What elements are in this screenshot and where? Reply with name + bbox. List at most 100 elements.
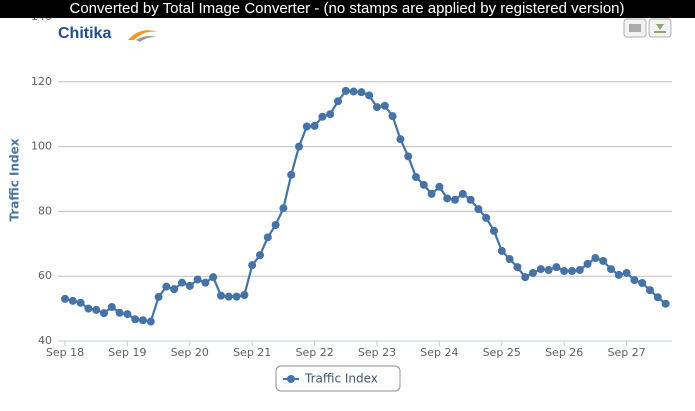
point (178, 278, 186, 287)
point (653, 293, 662, 302)
point (100, 309, 108, 318)
point (162, 282, 171, 291)
x-tick-label: Sep 23 (358, 346, 396, 359)
point (536, 265, 545, 274)
point (451, 195, 459, 204)
point (209, 273, 218, 282)
point (622, 268, 631, 277)
point (154, 292, 163, 301)
legend-symbol (287, 375, 295, 383)
point (638, 279, 647, 288)
point (357, 88, 366, 97)
point (630, 276, 639, 285)
point (490, 226, 498, 235)
point (599, 256, 608, 265)
point (287, 170, 296, 179)
point (240, 290, 249, 299)
point (170, 285, 179, 294)
point (256, 251, 264, 260)
point (349, 87, 358, 96)
point (568, 267, 576, 276)
x-tick-label: Sep 24 (420, 346, 458, 359)
x-tick-label: Sep 26 (545, 346, 583, 359)
point (482, 213, 491, 222)
logo-swoosh (136, 36, 156, 42)
point (443, 194, 452, 203)
y-tick-label: 80 (38, 204, 52, 217)
point (123, 310, 132, 319)
print-button[interactable] (623, 18, 647, 38)
legend-label: Traffic Index (304, 372, 378, 386)
y-tick-label: 60 (38, 269, 52, 282)
point (560, 267, 569, 276)
point (326, 110, 335, 119)
point (575, 266, 584, 275)
x-tick-label: Sep 22 (295, 346, 333, 359)
x-tick-label: Sep 21 (233, 346, 271, 359)
point (224, 292, 233, 301)
export-icon (654, 24, 666, 33)
point (68, 296, 77, 305)
point (115, 308, 124, 317)
point (139, 316, 147, 325)
point (131, 315, 140, 324)
watermark-banner (0, 0, 695, 18)
point (427, 189, 436, 198)
point (279, 204, 288, 213)
point (661, 299, 670, 308)
x-tick-label: Sep 18 (46, 346, 84, 359)
print-icon (629, 24, 641, 32)
x-tick-label: Sep 19 (108, 346, 146, 359)
legend[interactable]: Traffic Index (275, 365, 401, 392)
point (193, 275, 202, 284)
point (552, 263, 561, 272)
point (365, 91, 374, 100)
watermark: Converted by Total Image Converter - (no… (70, 0, 625, 17)
point (435, 182, 444, 191)
point (232, 292, 241, 301)
point (84, 304, 93, 313)
point (521, 273, 530, 282)
point (474, 205, 483, 214)
y-tick-label: 120 (31, 75, 52, 88)
point (302, 122, 311, 131)
point (380, 101, 389, 110)
point (201, 278, 210, 287)
point (310, 121, 319, 130)
y-tick-label: 100 (31, 140, 52, 153)
point (107, 302, 116, 311)
point (248, 261, 257, 270)
point (419, 180, 428, 189)
point (466, 195, 475, 204)
point (263, 233, 272, 242)
point (505, 255, 514, 264)
plot (61, 86, 670, 326)
point (458, 189, 467, 198)
point (185, 281, 194, 290)
point (76, 298, 85, 307)
point (295, 142, 303, 151)
point (583, 259, 592, 268)
logo-text: Chitika (58, 25, 111, 42)
logo: Chitika (58, 25, 158, 42)
point (318, 112, 327, 121)
point (544, 266, 553, 275)
x-tick-label: Sep 20 (171, 346, 209, 359)
x-tick-label: Sep 25 (483, 346, 521, 359)
y-tick-label: 40 (38, 334, 52, 347)
point (591, 254, 600, 263)
x-tick-label: Sep 27 (607, 346, 645, 359)
point (271, 221, 280, 230)
point (497, 246, 506, 255)
export-button[interactable] (648, 18, 672, 38)
point (61, 294, 69, 303)
legend-box[interactable] (275, 365, 401, 392)
point (217, 291, 225, 300)
point (529, 268, 537, 277)
point (388, 112, 397, 121)
y-axis-title: Traffic Index (8, 138, 22, 221)
point (646, 286, 654, 295)
